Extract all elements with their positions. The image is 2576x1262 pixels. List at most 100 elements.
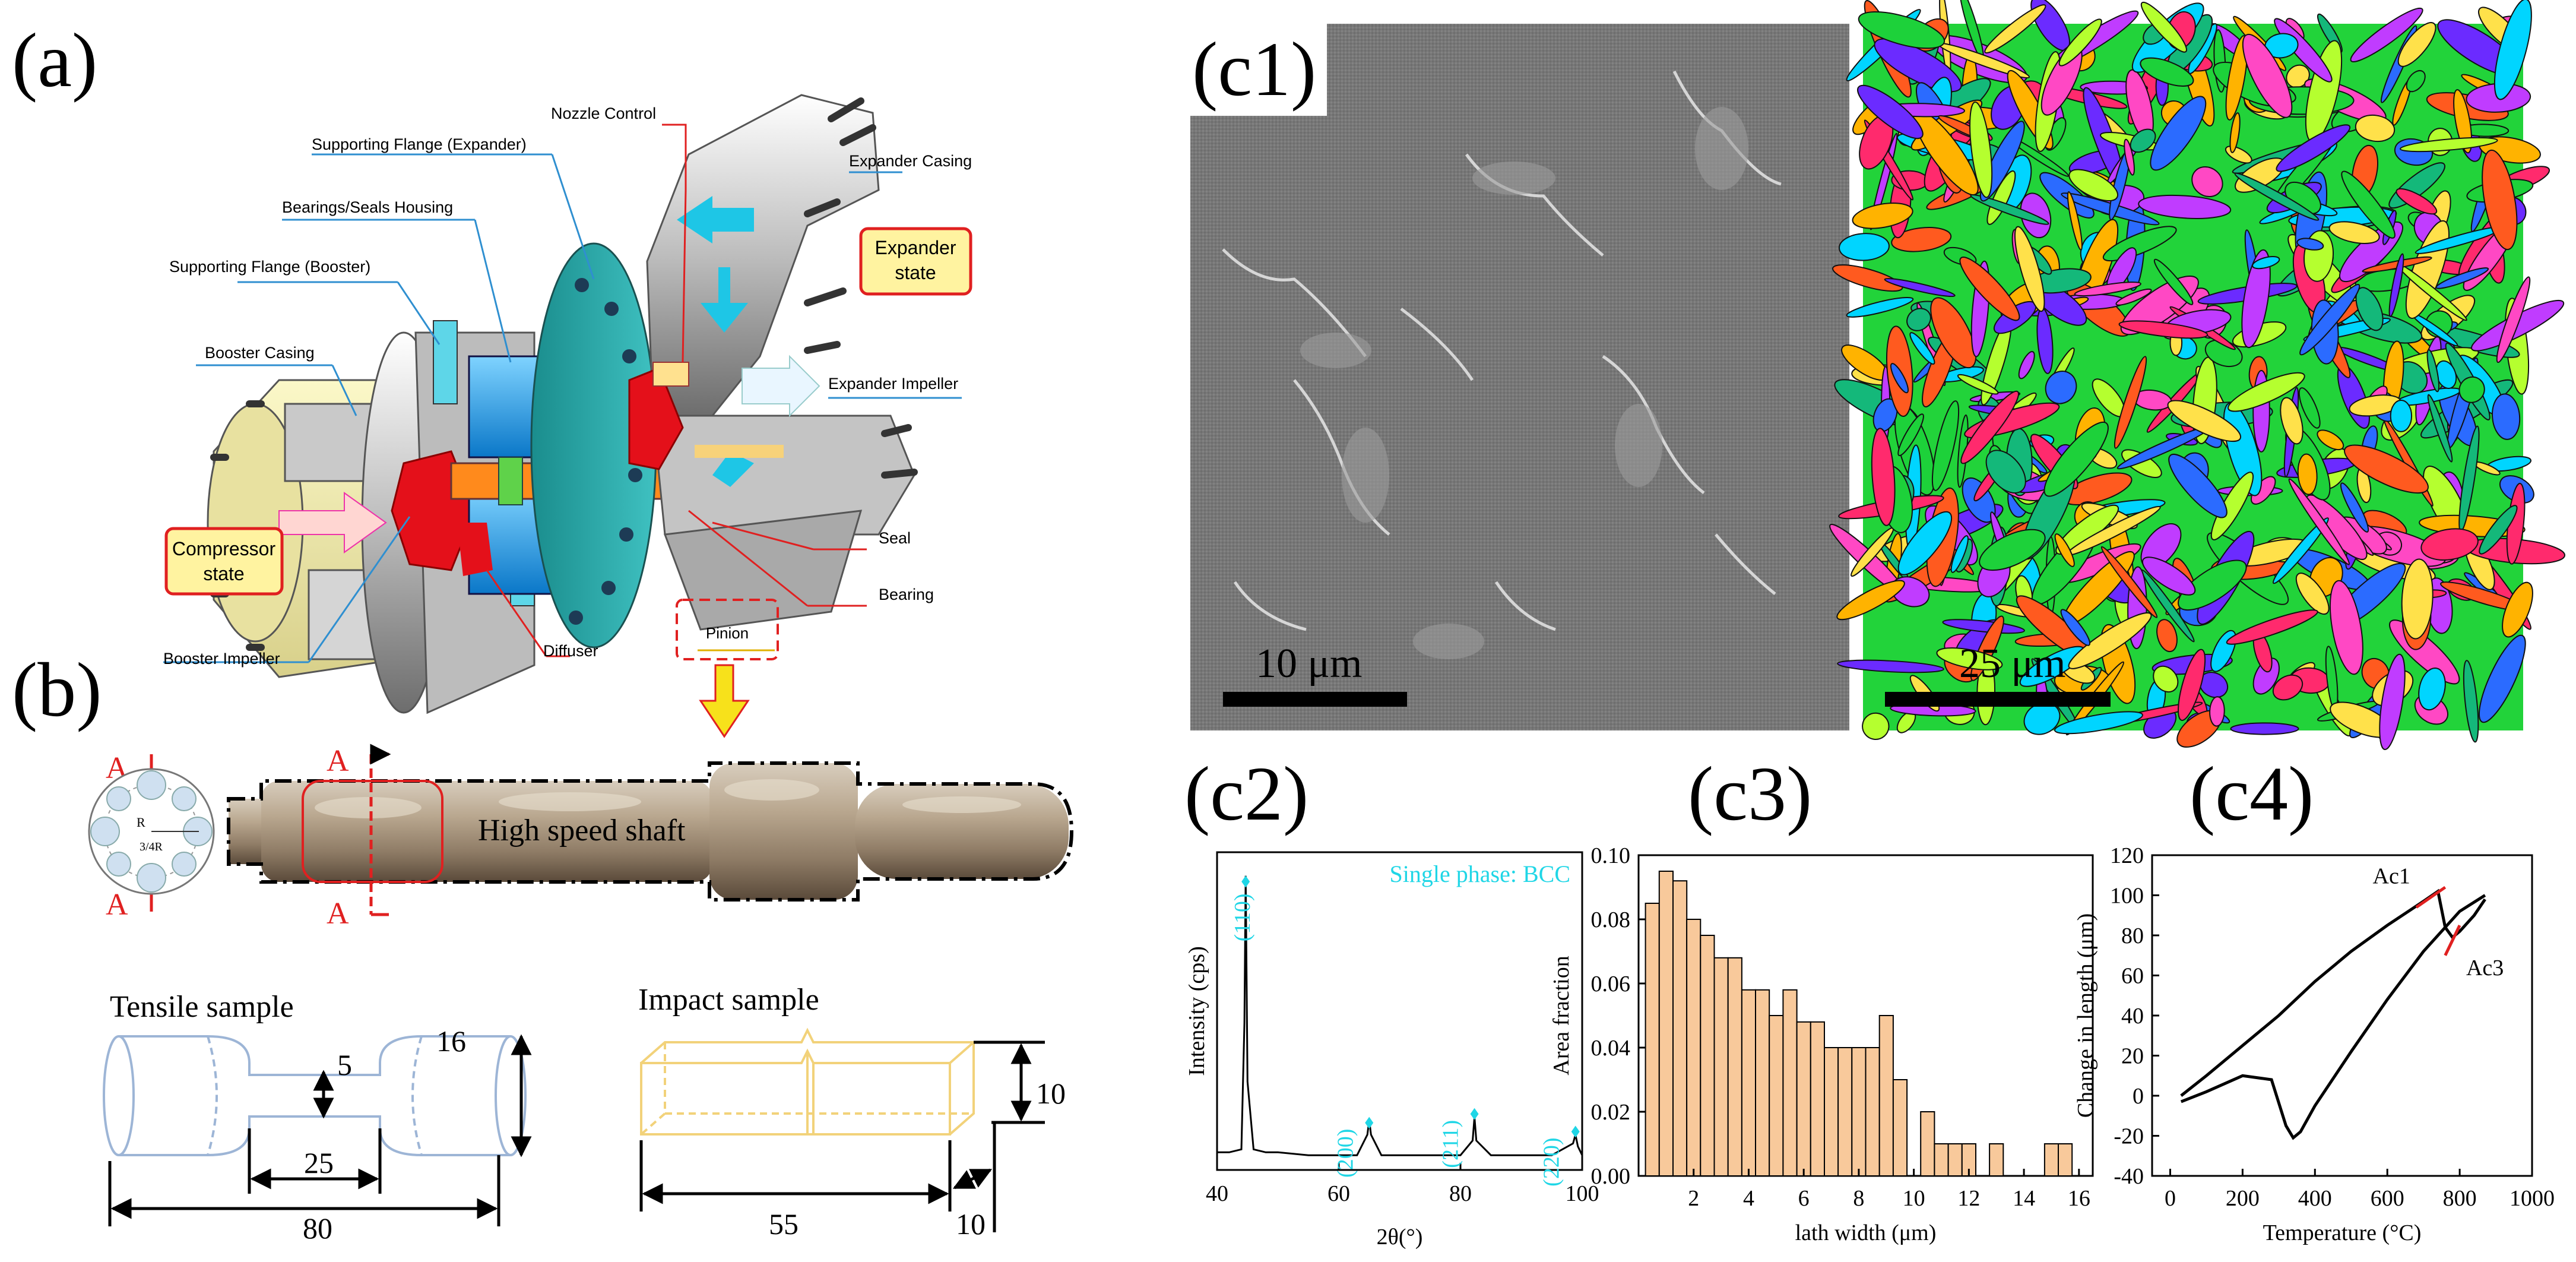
x-tick-label: 12 — [1957, 1186, 1980, 1211]
turbo-expander-cutaway — [207, 94, 918, 714]
ebsd-grain — [2242, 33, 2293, 118]
tensile-dim-diameter: 5 — [337, 1048, 352, 1081]
x-tick-label: 14 — [2013, 1186, 2035, 1211]
ebsd-grain — [1897, 511, 1953, 575]
label-pinion: Pinion — [706, 624, 749, 642]
ebsd-grain — [2153, 665, 2179, 693]
impact-title: Impact sample — [638, 983, 819, 1017]
ebsd-grain — [2458, 376, 2485, 403]
expander-state-line1: Expander — [875, 237, 956, 258]
peak-label: (211) — [1438, 1120, 1463, 1168]
ebsd-grain — [2355, 114, 2396, 143]
assembly-labels: Nozzle Control Supporting Flange (Expand… — [163, 105, 972, 668]
shaft-section-mark-top: A — [327, 744, 349, 778]
x-tick-label: 40 — [1206, 1181, 1228, 1206]
label-bearings-seals-housing: Bearings/Seals Housing — [282, 198, 453, 216]
x-tick-label: 80 — [1449, 1181, 1472, 1206]
y-tick-label: 0 — [2133, 1084, 2144, 1109]
ebsd-grain — [1871, 428, 1896, 526]
tensile-sample-drawing: Tensile sample 5 16 25 80 — [103, 990, 532, 1245]
y-tick-label: 0.10 — [1591, 843, 1631, 868]
histogram-bar — [1837, 1047, 1853, 1176]
ebsd-grain — [2478, 634, 2526, 723]
ebsd-grain — [1957, 374, 1999, 395]
histogram-bar — [1672, 880, 1688, 1176]
ebsd-grain — [2272, 674, 2303, 701]
ebsd-grain — [1832, 264, 1903, 292]
ebsd-grain — [1969, 101, 1993, 198]
peak-label: (110) — [1230, 893, 1255, 941]
ebsd-grain — [2390, 400, 2413, 432]
compressor-state-line1: Compressor — [172, 538, 276, 559]
ebsd-grain — [1906, 308, 1931, 331]
ebsd-grain — [1858, 11, 1946, 49]
ebsd-grain — [2420, 528, 2479, 561]
histogram-bar — [1878, 1015, 1894, 1176]
histogram-bar — [1947, 1143, 1963, 1176]
histogram-bar — [1989, 1143, 2004, 1176]
y-axis-label: Intensity (cps) — [1184, 946, 1209, 1076]
ebsd-grain — [2141, 556, 2196, 596]
ebsd-grain — [2191, 166, 2223, 198]
panel-label-a: (a) — [12, 18, 97, 103]
y-tick-label: 0.04 — [1591, 1036, 1631, 1061]
ebsd-grain — [1852, 203, 1913, 229]
y-tick-label: 100 — [2110, 884, 2144, 909]
x-tick-label: 1000 — [2510, 1186, 2555, 1211]
x-tick-label: 200 — [2226, 1186, 2260, 1211]
ebsd-grain — [2226, 609, 2318, 645]
annotation-label: Ac3 — [2466, 956, 2504, 980]
histogram-bar — [2058, 1143, 2073, 1176]
ebsd-grain — [2252, 255, 2280, 270]
assembly-leader-lines — [163, 124, 962, 663]
ebsd-grain — [2156, 619, 2178, 653]
ebsd-grain — [1984, 4, 2046, 54]
ebsd-map: 25 μm — [1829, 0, 2565, 751]
ebsd-scale-label: 25 μm — [1959, 641, 2065, 687]
ebsd-grain — [1862, 712, 1890, 741]
ebsd-grain — [2100, 546, 2158, 618]
ebsd-grain — [2178, 559, 2247, 611]
x-axis-label: 2θ(°) — [1377, 1225, 1423, 1250]
y-axis-label: Area fraction — [1549, 956, 1574, 1076]
y-tick-label: -20 — [2114, 1124, 2144, 1149]
peak-marker — [1365, 1116, 1374, 1129]
ebsd-grain — [2463, 660, 2479, 743]
ebsd-grain — [2427, 394, 2453, 463]
ebsd-grain — [2153, 258, 2194, 305]
ebsd-grain — [2234, 172, 2320, 221]
plot-frame — [1216, 851, 1583, 1171]
ebsd-grain — [1950, 535, 1969, 573]
impact-dim-length: 55 — [769, 1207, 799, 1241]
histogram-bar — [1796, 1021, 1811, 1177]
panel-label-c1: (c1) — [1192, 27, 1316, 112]
histogram-bar — [1782, 989, 1798, 1177]
ebsd-grain — [2178, 649, 2206, 721]
x-tick-label: 60 — [1327, 1181, 1350, 1206]
impact-dim-width: 10 — [956, 1207, 986, 1241]
ebsd-grain — [2272, 517, 2329, 584]
peak-label: (220) — [1539, 1138, 1564, 1187]
ebsd-grain — [2130, 128, 2156, 153]
impact-dim-height: 10 — [1036, 1077, 1066, 1110]
y-tick-label: 0.08 — [1591, 907, 1631, 932]
histogram-bar — [1700, 935, 1715, 1176]
impact-sample-drawing: Impact sample 10 55 10 — [638, 983, 1066, 1241]
ebsd-grain — [2288, 478, 2350, 565]
ebsd-grain — [1836, 580, 1905, 621]
histogram-bar — [1769, 1015, 1784, 1176]
ebsd-grain — [2340, 482, 2369, 533]
ebsd-grain — [2074, 282, 2141, 297]
tensile-dim-gauge: 25 — [304, 1146, 334, 1179]
ebsd-grain — [2241, 249, 2271, 349]
ebsd-grain — [2280, 397, 2303, 445]
callout-expander-state: Expander state — [859, 227, 972, 296]
ebsd-grain — [2209, 696, 2225, 727]
x-tick-label: 2 — [1688, 1186, 1699, 1211]
ebsd-grain — [1959, 257, 2020, 321]
y-tick-label: 40 — [2121, 1004, 2144, 1029]
ebsd-grain — [1857, 84, 1924, 140]
ebsd-grain — [2167, 400, 2242, 442]
ebsd-grain — [2482, 149, 2518, 251]
label-supporting-flange-expander: Supporting Flange (Expander) — [312, 135, 527, 153]
